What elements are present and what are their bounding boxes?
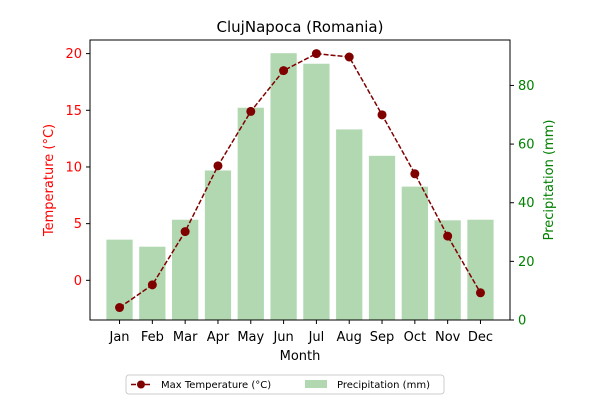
temperature-point-feb (147, 280, 157, 290)
temperature-point-sep (377, 110, 387, 120)
temperature-polyline (119, 52, 482, 309)
temperature-point-aug (344, 52, 354, 62)
right-axis-label: Precipitation (mm) (542, 120, 557, 241)
temperature-point-nov (443, 231, 453, 241)
x-axis-label: Month (280, 349, 321, 364)
legend-frame (125, 374, 445, 395)
x-tick-label: Jan (109, 330, 130, 345)
x-tick-label: Feb (141, 330, 164, 345)
precipitation-bar-may (237, 107, 264, 320)
x-tick-label: May (237, 330, 264, 345)
x-tick-label: Nov (435, 330, 461, 345)
temperature-line (115, 49, 485, 313)
temperature-point-oct (410, 169, 420, 179)
left-tick-label: 5 (74, 217, 82, 232)
x-tick-label: Mar (173, 330, 198, 345)
temperature-point-jan (115, 303, 125, 313)
legend-precipitation-label: Precipitation (mm) (337, 380, 430, 391)
x-tick-label: Jun (272, 330, 293, 345)
temperature-point-jul (311, 49, 321, 59)
x-tick-label: Sep (370, 330, 395, 345)
left-axis-label: Temperature (°C) (42, 124, 57, 237)
legend: Max Temperature (°C) Precipitation (mm) (125, 374, 445, 395)
temperature-point-dec (475, 288, 485, 298)
left-tick-label: 15 (65, 104, 82, 119)
x-tick-label: Dec (468, 330, 493, 345)
temperature-point-jun (279, 66, 289, 76)
x-tick-label: Aug (337, 330, 362, 345)
precipitation-bar-jul (303, 63, 330, 321)
left-tick-label: 20 (65, 47, 82, 62)
x-axis-ticks: Jan Feb Mar Apr May Jun Jul Aug Sep Oct Nov Dec (109, 320, 493, 345)
right-axis-ticks: 0 20 40 60 80 (510, 79, 535, 329)
left-tick-label: 10 (65, 160, 82, 175)
temperature-point-mar (180, 227, 190, 237)
legend-temperature-marker (137, 380, 145, 389)
precipitation-bars (106, 53, 494, 321)
legend-precipitation-swatch (305, 380, 327, 388)
plot-frame (89, 39, 511, 321)
precipitation-bar-sep (368, 155, 396, 320)
x-tick-label: Apr (207, 330, 230, 345)
precipitation-bar-apr (204, 170, 232, 320)
precipitation-bar-dec (467, 219, 494, 320)
right-tick-label: 40 (518, 196, 535, 211)
left-tick-label: 0 (74, 274, 82, 289)
x-tick-label: Oct (404, 330, 426, 345)
right-tick-label: 80 (518, 79, 535, 94)
x-tick-label: Jul (308, 330, 325, 345)
precipitation-bar-aug (336, 129, 363, 320)
precipitation-bar-jun (270, 53, 297, 320)
left-axis-ticks: 0 5 10 15 20 (65, 47, 90, 289)
right-tick-label: 60 (518, 138, 535, 153)
right-tick-label: 0 (518, 314, 526, 329)
precipitation-bar-mar (172, 219, 199, 320)
temperature-point-apr (213, 161, 223, 171)
precipitation-bar-oct (401, 186, 428, 320)
legend-temperature-label: Max Temperature (°C) (161, 380, 271, 391)
chart-title: ClujNapoca (Romania) (217, 18, 384, 36)
right-tick-label: 20 (518, 255, 535, 270)
temperature-point-may (246, 106, 256, 116)
